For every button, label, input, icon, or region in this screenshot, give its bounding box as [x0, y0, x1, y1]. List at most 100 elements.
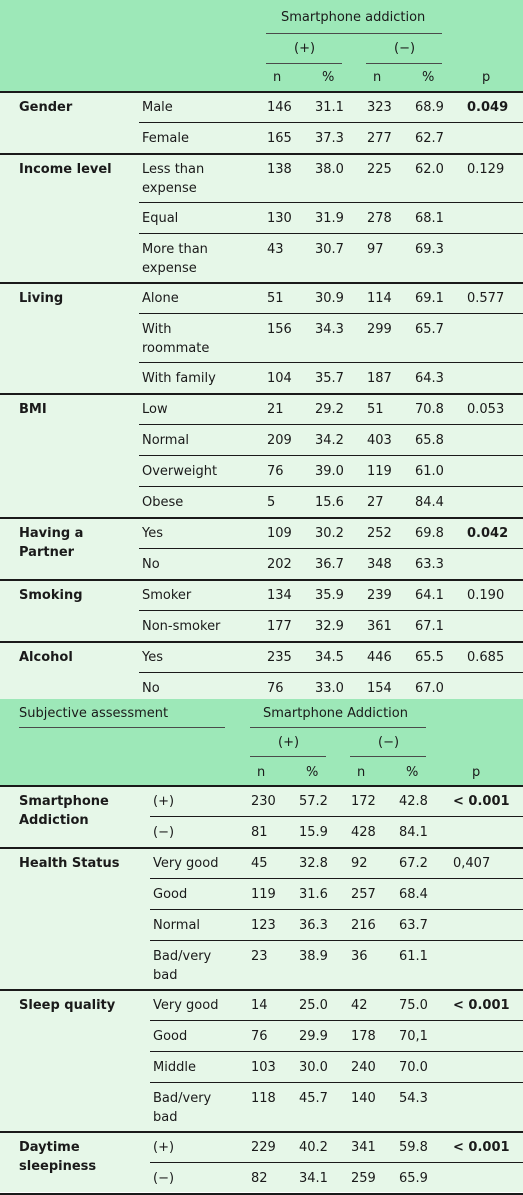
table2-row-rule	[150, 878, 523, 879]
table1-category-cell: Obese	[142, 495, 184, 510]
table2-n2-cell: 140	[351, 1091, 376, 1106]
table1-pct2-cell: 65.5	[415, 650, 444, 665]
table1-section-label: Income level	[19, 162, 112, 177]
table1-n2-cell: 446	[367, 650, 392, 665]
table1-n2-cell: 51	[367, 402, 384, 417]
table1-pct1-header: %	[322, 70, 335, 85]
table1-row-rule	[139, 672, 523, 673]
table1-n1-cell: 76	[267, 681, 284, 696]
table2-row-rule	[150, 816, 523, 817]
table2-neg-underline	[350, 756, 426, 757]
table2-pct2-cell: 67.2	[399, 856, 428, 871]
table2-top-rule	[0, 785, 523, 787]
table1-pct1-cell: 35.9	[315, 588, 344, 603]
table1-pct2-cell: 67.0	[415, 681, 444, 696]
table1-p-header: p	[482, 70, 491, 85]
table1-category-cell: With roommate	[142, 322, 210, 356]
table2-category-cell: (+)	[153, 1140, 175, 1155]
table1-pct2-cell: 69.1	[415, 291, 444, 306]
table1-pct2-cell: 69.8	[415, 526, 444, 541]
table1-n1-cell: 109	[267, 526, 292, 541]
table1-pct2-header: %	[422, 70, 435, 85]
table2-row-rule	[150, 909, 523, 910]
table2-category-cell: Middle	[153, 1060, 196, 1075]
table1-pct2-cell: 69.3	[415, 242, 444, 257]
table1-n1-cell: 165	[267, 131, 292, 146]
table1-pct2-cell: 61.0	[415, 464, 444, 479]
table2-pct1-cell: 36.3	[299, 918, 328, 933]
table2-row-rule	[150, 1020, 523, 1021]
table1-n1-cell: 235	[267, 650, 292, 665]
table1-n1-cell: 134	[267, 588, 292, 603]
table2-n1-cell: 229	[251, 1140, 276, 1155]
table2-pct1-header: %	[306, 765, 319, 780]
table1-n2-cell: 225	[367, 162, 392, 177]
table1-pct2-cell: 67.1	[415, 619, 444, 634]
table1-pct1-cell: 30.9	[315, 291, 344, 306]
table1-section-label: Alcohol	[19, 650, 73, 665]
table2-pct1-cell: 57.2	[299, 794, 328, 809]
table1-category-cell: Less than expense	[142, 162, 205, 196]
table1-pct1-cell: 15.6	[315, 495, 344, 510]
table2-n1-cell: 118	[251, 1091, 276, 1106]
table2-p-header: p	[472, 765, 481, 780]
table1-group-underline	[266, 33, 442, 34]
table1-pct1-cell: 33.0	[315, 681, 344, 696]
table2-pct2-cell: 70.0	[399, 1060, 428, 1075]
table1-pct1-cell: 29.2	[315, 402, 344, 417]
table2-n1-cell: 103	[251, 1060, 276, 1075]
table1-section-rule	[0, 641, 523, 643]
table1-category-cell: Equal	[142, 211, 179, 226]
table1-n1-cell: 138	[267, 162, 292, 177]
table2-pct1-cell: 15.9	[299, 825, 328, 840]
table2-pos-underline	[250, 756, 326, 757]
table1-row-rule	[139, 548, 523, 549]
table1-category-cell: Yes	[142, 526, 163, 541]
table1-n1-cell: 209	[267, 433, 292, 448]
table1-row-rule	[139, 362, 523, 363]
table1-pct2-cell: 70.8	[415, 402, 444, 417]
table2-n2-cell: 341	[351, 1140, 376, 1155]
table1-p-cell: 0.577	[467, 291, 505, 306]
table2-category-cell: (−)	[153, 825, 175, 840]
table1-row-rule	[139, 424, 523, 425]
table2-section-label: Daytime sleepiness	[19, 1140, 97, 1174]
table1-pct1-cell: 34.5	[315, 650, 344, 665]
table1-neg-underline	[366, 63, 442, 64]
table1-category-cell: Normal	[142, 433, 190, 448]
table1-pct2-cell: 62.0	[415, 162, 444, 177]
table1-section-rule	[0, 517, 523, 519]
table1-n1-cell: 76	[267, 464, 284, 479]
table2-n1-cell: 119	[251, 887, 276, 902]
table2-header	[0, 699, 523, 785]
table2-pct1-cell: 40.2	[299, 1140, 328, 1155]
table2-section-label: Sleep quality	[19, 998, 116, 1013]
table2-p-cell: < 0.001	[453, 1140, 510, 1155]
table1-p-cell: 0.042	[467, 526, 509, 541]
table1-pct2-cell: 65.7	[415, 322, 444, 337]
table2-pct2-cell: 68.4	[399, 887, 428, 902]
table2-n2-cell: 92	[351, 856, 368, 871]
table1-group-label: Smartphone addiction	[281, 10, 426, 25]
table2-section-label: Smartphone Addiction	[19, 794, 109, 828]
table1-n2-cell: 278	[367, 211, 392, 226]
table1-n2-cell: 252	[367, 526, 392, 541]
table1-row-rule	[139, 455, 523, 456]
table1-category-cell: Smoker	[142, 588, 192, 603]
table2-row-rule	[150, 940, 523, 941]
table1-category-cell: Female	[142, 131, 190, 146]
table1-n2-cell: 277	[367, 131, 392, 146]
table1-row-rule	[139, 486, 523, 487]
table1-row-rule	[139, 610, 523, 611]
table2-group-label: Smartphone Addiction	[263, 706, 408, 721]
table2-category-cell: Very good	[153, 998, 219, 1013]
table2-subjective-underline	[19, 727, 225, 728]
table1-p-cell: 0.053	[467, 402, 505, 417]
table1-n2-cell: 119	[367, 464, 392, 479]
table1-n2-cell: 299	[367, 322, 392, 337]
table2-pct2-cell: 61.1	[399, 949, 428, 964]
table2-n1-cell: 81	[251, 825, 268, 840]
table1-category-cell: With family	[142, 371, 216, 386]
table1-row-rule	[139, 313, 523, 314]
